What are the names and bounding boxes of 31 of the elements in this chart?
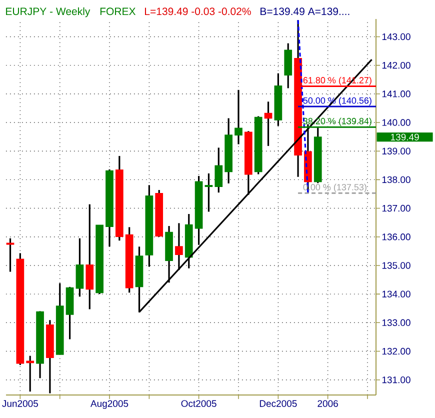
x-tick-label: Dec2005 [260,400,297,407]
candlestick [204,172,213,213]
chart-title: EURJPY - Weekly [6,7,90,18]
candlestick [175,222,183,271]
y-tick-label: 134.00 [382,290,410,298]
candlestick [264,100,272,147]
text: B=139.49 A=139.... [260,8,350,16]
candlestick [26,355,34,392]
y-tick-label: 132.00 [382,348,410,355]
chart-subtitle: FOREX [100,8,136,16]
y-tick-label: 139.00 [382,148,410,154]
x-tick-label: Jun2005 [2,400,38,407]
y-tick-label: 131.00 [382,376,410,384]
y-tick-label: 138.00 [382,176,410,184]
candlestick [6,238,14,273]
y-tick-label: 140.00 [382,119,410,126]
x-tick-label: Aug2005 [90,400,128,409]
candlestick [76,238,84,298]
y-tick-label: 137.00 [382,204,410,212]
text: L=139.49 -0.03 -0.02% [145,8,251,16]
y-tick-label: 142.00 [382,62,410,69]
text: 139.49 [390,134,419,140]
y-tick-label: 133.00 [382,319,410,326]
candlestick [234,89,242,146]
y-tick-label: 141.00 [382,90,410,98]
x-tick-label: 2006 [318,400,338,407]
y-tick-label: 143.00 [382,33,410,40]
y-tick-label: 136.00 [382,234,410,240]
candlestick [214,146,223,194]
y-tick-label: 135.00 [382,262,410,269]
x-tick-label: Oct2005 [181,400,216,407]
